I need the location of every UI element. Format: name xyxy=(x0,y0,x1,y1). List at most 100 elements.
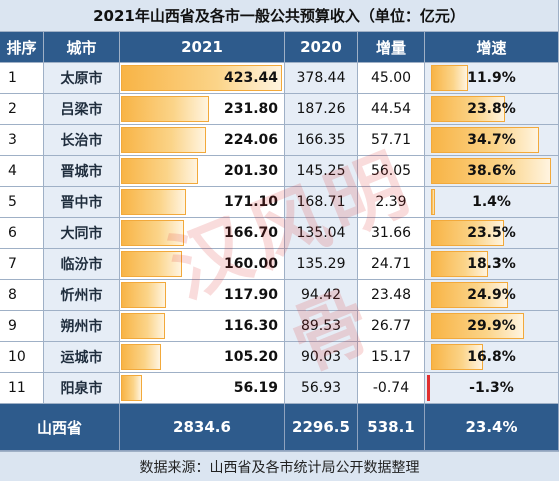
row-2021-text: 160.00 xyxy=(223,256,278,272)
total-label-text: 山西省 xyxy=(36,418,82,437)
row-increase-text: 2.39 xyxy=(375,194,407,210)
row-growth: 29.9% xyxy=(425,311,559,342)
row-increase-text: 23.48 xyxy=(370,287,412,303)
source-footer: 数据来源：山西省及各市统计局公开数据整理 xyxy=(0,451,559,481)
total-inc-text: 538.1 xyxy=(367,418,415,436)
row-growth-text: 23.5% xyxy=(467,225,516,241)
row-increase-text: 57.71 xyxy=(370,132,412,148)
header-y2021: 2021 xyxy=(120,32,285,63)
row-2020-text: 187.26 xyxy=(296,101,346,117)
row-rank-text: 8 xyxy=(8,287,17,303)
row-growth: 23.8% xyxy=(425,94,559,125)
header-increase: 增量 xyxy=(358,32,425,63)
header-increase-text: 增量 xyxy=(375,38,406,57)
bar-2021 xyxy=(121,251,182,277)
row-rank-text: 5 xyxy=(8,194,17,210)
header-y2020: 2020 xyxy=(285,32,358,63)
header-rank-text: 排序 xyxy=(6,38,37,57)
row-city-text: 大同市 xyxy=(60,226,103,242)
row-2021-text: 105.20 xyxy=(223,349,278,365)
row-growth: 23.5% xyxy=(425,218,559,249)
row-rank: 10 xyxy=(0,342,44,373)
row-rank-text: 4 xyxy=(8,163,17,179)
row-2021: 117.90 xyxy=(120,280,285,311)
row-growth-text: 18.3% xyxy=(467,256,516,272)
row-city-text: 太原市 xyxy=(60,71,103,87)
row-growth-text: 29.9% xyxy=(467,318,516,334)
row-growth: -1.3% xyxy=(425,373,559,404)
bar-2021 xyxy=(121,313,166,339)
total-label: 山西省 xyxy=(0,404,120,451)
row-increase: 31.66 xyxy=(358,218,425,249)
row-rank: 9 xyxy=(0,311,44,342)
row-city-text: 阳泉市 xyxy=(60,381,103,397)
header-city-text: 城市 xyxy=(66,38,97,57)
row-city: 吕梁市 xyxy=(44,94,120,125)
bar-growth xyxy=(431,96,505,122)
table-title-text: 2021年山西省及各市一般公共预算收入（单位：亿元） xyxy=(93,7,465,25)
row-rank: 6 xyxy=(0,218,44,249)
row-2020: 94.42 xyxy=(285,280,358,311)
row-city: 临汾市 xyxy=(44,249,120,280)
row-2020-text: 89.53 xyxy=(300,318,342,334)
row-growth-text: 16.8% xyxy=(467,349,516,365)
row-rank: 11 xyxy=(0,373,44,404)
row-2021: 105.20 xyxy=(120,342,285,373)
row-growth: 16.8% xyxy=(425,342,559,373)
row-city-text: 晋城市 xyxy=(60,164,103,180)
row-growth-text: -1.3% xyxy=(469,380,514,396)
bar-2021 xyxy=(121,189,187,215)
row-city: 晋中市 xyxy=(44,187,120,218)
row-growth: 11.9% xyxy=(425,63,559,94)
row-2021: 423.44 xyxy=(120,63,285,94)
bar-growth xyxy=(431,127,539,153)
header-y2021-text: 2021 xyxy=(181,38,223,56)
bar-2021 xyxy=(121,96,210,122)
row-city-text: 晋中市 xyxy=(60,195,103,211)
total-v2021: 2834.6 xyxy=(120,404,285,451)
row-2021-text: 171.10 xyxy=(223,194,278,210)
row-growth-text: 23.8% xyxy=(467,101,516,117)
row-increase: 15.17 xyxy=(358,342,425,373)
total-v2021-text: 2834.6 xyxy=(173,418,231,436)
header-growth: 增速 xyxy=(425,32,559,63)
row-2021-text: 224.06 xyxy=(223,132,278,148)
row-2020: 89.53 xyxy=(285,311,358,342)
row-city-text: 长治市 xyxy=(60,133,103,149)
row-rank-text: 6 xyxy=(8,225,17,241)
row-2021-text: 166.70 xyxy=(223,225,278,241)
row-2021: 116.30 xyxy=(120,311,285,342)
row-increase-text: 44.54 xyxy=(370,101,412,117)
row-2021: 160.00 xyxy=(120,249,285,280)
row-2020-text: 56.93 xyxy=(300,380,342,396)
row-2020-text: 135.04 xyxy=(296,225,346,241)
row-growth-text: 38.6% xyxy=(467,163,516,179)
row-city-text: 运城市 xyxy=(60,350,103,366)
row-2021: 231.80 xyxy=(120,94,285,125)
row-city: 阳泉市 xyxy=(44,373,120,404)
row-2020: 56.93 xyxy=(285,373,358,404)
row-2020: 168.71 xyxy=(285,187,358,218)
header-y2020-text: 2020 xyxy=(300,38,342,56)
total-growth: 23.4% xyxy=(425,404,559,451)
row-city-text: 朔州市 xyxy=(60,319,103,335)
row-increase: 56.05 xyxy=(358,156,425,187)
row-rank-text: 7 xyxy=(8,256,17,272)
bar-2021 xyxy=(121,282,166,308)
row-increase: 2.39 xyxy=(358,187,425,218)
row-rank-text: 1 xyxy=(8,70,17,86)
bar-growth xyxy=(431,344,484,370)
row-growth-text: 34.7% xyxy=(467,132,516,148)
total-inc: 538.1 xyxy=(358,404,425,451)
bar-2021 xyxy=(121,375,143,401)
total-growth-text: 23.4% xyxy=(465,418,518,436)
row-growth: 38.6% xyxy=(425,156,559,187)
row-2021-text: 423.44 xyxy=(223,70,278,86)
row-2020: 187.26 xyxy=(285,94,358,125)
bar-2021 xyxy=(121,127,207,153)
bar-growth xyxy=(431,189,436,215)
row-city: 太原市 xyxy=(44,63,120,94)
row-2021-text: 117.90 xyxy=(223,287,278,303)
row-2020: 135.29 xyxy=(285,249,358,280)
